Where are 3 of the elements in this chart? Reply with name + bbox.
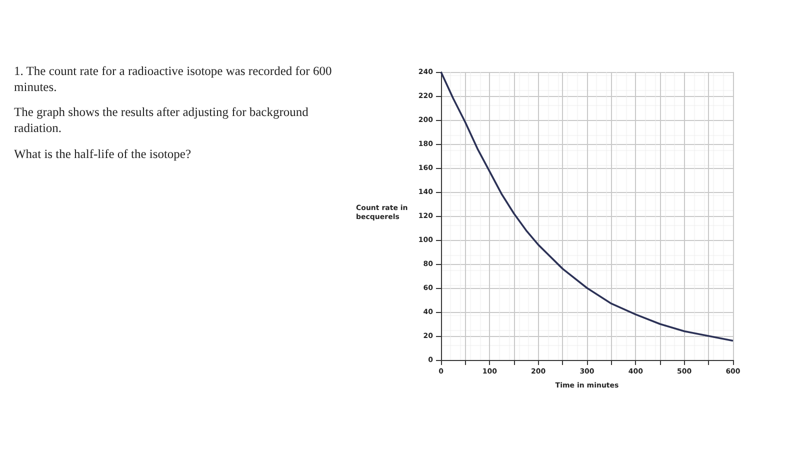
text: What is the half-life of the isotope?: [14, 146, 192, 162]
text: The graph shows the results after adjusting for background radiation.: [14, 105, 310, 136]
text: 1. The count rate for a radioactive isotope was recorded for 600 minutes.: [14, 64, 333, 96]
